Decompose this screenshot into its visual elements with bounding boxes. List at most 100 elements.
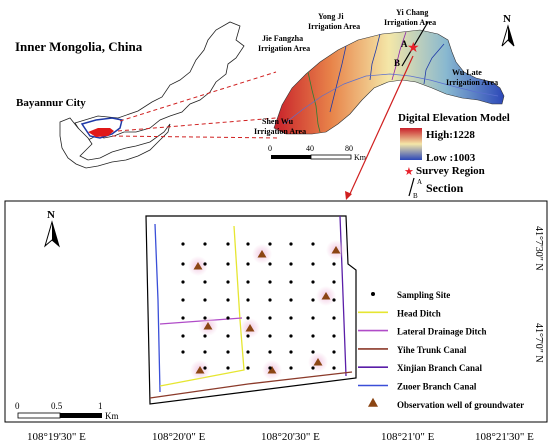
irrigation-border [391,31,407,81]
section-label: Section [426,181,464,195]
irrigation-border [423,43,445,85]
observation-well-icon [240,318,260,338]
lon-label: 108°20'0" E [152,431,206,443]
legend-item: Yihe Trunk Canal [358,345,467,355]
lon-label: 108°21'0" E [381,431,435,443]
svg-text:40: 40 [306,144,314,153]
sampling-site [311,366,315,370]
section-line [401,21,429,67]
sampling-site [246,366,250,370]
xinjian-branch-canal [339,215,347,377]
sampling-site [289,280,293,284]
legend-item: Head Ditch [358,308,441,318]
sampling-site [226,262,230,266]
detail-scalebar: 0 0.5 1 Km [15,401,119,421]
sampling-site [289,262,293,266]
detail-legend: Sampling Site Head Ditch Lateral Drainage … [358,290,524,410]
observation-wells-layer [188,240,346,380]
sampling-site [289,316,293,320]
legend-item: Xinjian Branch Canal [358,363,483,373]
observation-well-icon [190,360,210,380]
legend-label: Xinjian Branch Canal [397,363,483,373]
sampling-site [203,334,207,338]
sampling-site [181,334,185,338]
legend-item: Observation well of groundwater [368,397,524,410]
sampling-site [289,242,293,246]
sampling-site [311,298,315,302]
survey-star-icon: ★ [407,41,420,56]
sampling-site [203,242,207,246]
area-label: Yong Ji [318,12,344,21]
lon-label: 108°21'30" E [475,431,534,443]
svg-text:N: N [47,209,55,221]
sampling-site [246,334,250,338]
sampling-site [332,350,336,354]
sampling-site [226,298,230,302]
svg-text:0: 0 [15,401,20,411]
sampling-site [268,366,272,370]
observation-well-icon [252,244,272,264]
sampling-site [203,350,207,354]
area-label: Jie Fangzha [262,34,303,43]
section-legend-line [408,177,415,197]
sampling-site [181,298,185,302]
sampling-site [268,350,272,354]
river [283,73,499,125]
irrigation-border [329,45,347,113]
projection-line [111,135,281,139]
dem-legend-title: Digital Elevation Model [398,112,510,124]
sampling-site [203,298,207,302]
observation-well-icon [308,352,328,372]
legend-label: Lateral Drainage Ditch [397,327,486,337]
legend-item: Lateral Drainage Ditch [358,327,486,337]
sampling-site [181,350,185,354]
sampling-site [311,262,315,266]
lat-label: 41°7'30" N [533,226,544,271]
region-title: Inner Mongolia, China [15,39,143,54]
sampling-site [289,298,293,302]
sampling-site [268,242,272,246]
irrigation-border [369,33,381,81]
dem-region [273,29,505,135]
section-legend-a: A [417,178,422,186]
legend-dot-icon [371,292,375,296]
north-arrow-icon: N [501,13,515,47]
observation-well-icon [262,360,282,380]
svg-text:1: 1 [98,401,103,411]
area-label: Irrigation Area [308,22,360,31]
sampling-site [246,350,250,354]
svg-text:Km: Km [354,153,367,162]
survey-star-legend-icon: ★ [404,166,414,178]
sampling-site [332,316,336,320]
svg-text:0: 0 [268,144,272,153]
sampling-site [226,350,230,354]
city-label: Bayannur City [16,97,86,109]
sampling-site [226,366,230,370]
area-label: Wu Late [452,68,482,77]
sampling-site [268,262,272,266]
sampling-site [289,350,293,354]
sampling-site [332,298,336,302]
area-label: Irrigation Area [258,44,310,53]
zuoer-branch-canal [154,223,161,393]
projection-line [117,117,277,132]
area-label: Shen Wu [262,117,294,126]
observation-well-icon [316,286,336,306]
sampling-site [332,262,336,266]
sampling-site [332,280,336,284]
sampling-site [181,242,185,246]
pointer-arrowhead [345,191,352,200]
legend-label: Sampling Site [397,290,450,300]
top-scalebar: 0 40 80 Km [268,144,367,162]
sampling-site [203,316,207,320]
area-label: Irrigation Area [254,127,306,136]
legend-item: Zuoer Branch Canal [358,382,477,392]
legend-label: Head Ditch [397,308,441,318]
svg-text:0.5: 0.5 [51,401,63,411]
observation-well-icon [326,240,346,260]
area-label: Yi Chang [396,8,428,17]
observation-well-icon [188,256,208,276]
sampling-site [181,280,185,284]
sampling-site [289,366,293,370]
